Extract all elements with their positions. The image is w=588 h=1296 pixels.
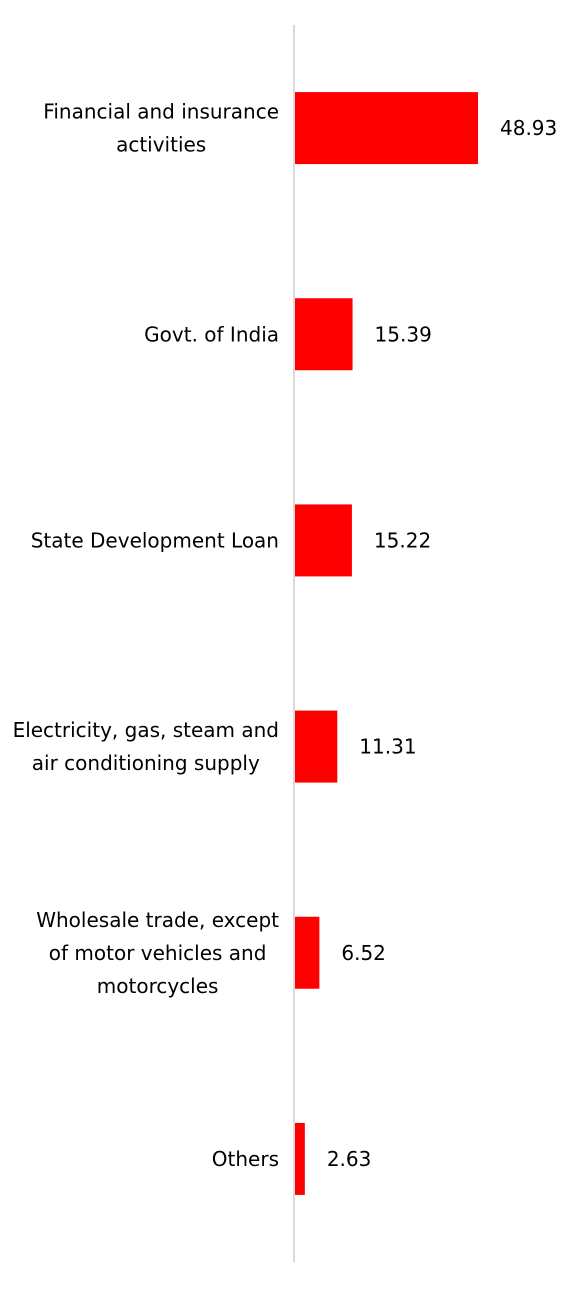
category-label: Financial and insurance activities (43, 100, 279, 157)
category-label: Others (212, 1147, 279, 1171)
bar (295, 916, 320, 989)
data-label: 6.52 (341, 941, 386, 965)
bar (295, 92, 478, 165)
bar (295, 1122, 305, 1195)
category-label: Electricity, gas, steam and air condition… (13, 718, 279, 775)
category-label: Govt. of India (144, 322, 279, 346)
data-label: 11.31 (359, 735, 416, 759)
data-label: 15.39 (375, 322, 432, 346)
category-label: State Development Loan (31, 528, 279, 552)
bar (295, 710, 338, 783)
bar (295, 298, 353, 371)
category-label: Wholesale trade, except of motor vehicles… (36, 908, 279, 998)
bar (295, 504, 352, 577)
data-label: 2.63 (327, 1147, 372, 1171)
data-label: 48.93 (500, 116, 557, 140)
data-label: 15.22 (374, 528, 431, 552)
